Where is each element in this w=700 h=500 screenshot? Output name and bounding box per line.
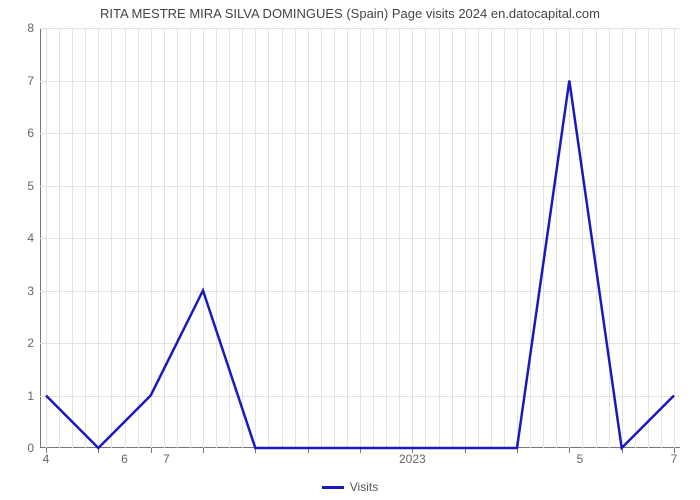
y-tick-label: 3 — [14, 284, 40, 298]
x-tick-label: 4 — [43, 448, 50, 466]
x-minor-tick — [151, 448, 152, 453]
legend: Visits — [0, 480, 700, 494]
x-tick-label: 7 — [163, 448, 170, 466]
y-tick-label: 2 — [14, 336, 40, 350]
line-series — [40, 28, 680, 448]
y-tick-label: 1 — [14, 389, 40, 403]
plot-area: 012345678 467202357 — [40, 28, 680, 448]
x-tick-label: 2023 — [399, 448, 426, 466]
chart-title: RITA MESTRE MIRA SILVA DOMINGUES (Spain)… — [0, 6, 700, 21]
y-tick-label: 5 — [14, 179, 40, 193]
y-tick-label: 7 — [14, 74, 40, 88]
x-tick-label: 6 — [121, 448, 128, 466]
y-tick-label: 8 — [14, 21, 40, 35]
y-tick-label: 6 — [14, 126, 40, 140]
x-tick-label: 5 — [576, 448, 583, 466]
x-minor-tick — [569, 448, 570, 453]
legend-label: Visits — [350, 480, 378, 494]
y-tick-label: 0 — [14, 441, 40, 455]
y-tick-label: 4 — [14, 231, 40, 245]
x-tick-label: 7 — [671, 448, 678, 466]
x-minor-tick — [203, 448, 204, 453]
legend-swatch — [322, 486, 344, 489]
